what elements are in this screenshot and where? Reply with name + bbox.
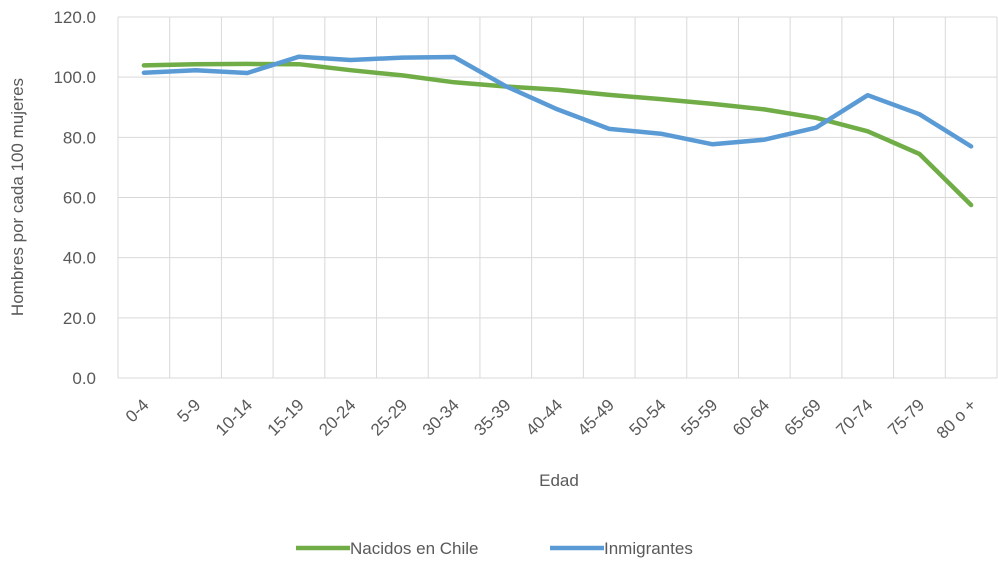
x-tick-label: 0-4 bbox=[122, 395, 153, 426]
x-tick-label: 50-54 bbox=[626, 395, 670, 439]
x-tick-label: 35-39 bbox=[470, 395, 514, 439]
gridlines bbox=[117, 16, 998, 379]
x-tick-label: 45-49 bbox=[574, 395, 618, 439]
y-tick-label: 0.0 bbox=[72, 369, 96, 388]
series-lines bbox=[141, 54, 974, 208]
x-tick-label: 75-79 bbox=[884, 395, 928, 439]
x-tick-label: 65-69 bbox=[781, 395, 825, 439]
y-tick-label: 40.0 bbox=[63, 249, 96, 268]
y-tick-label: 80.0 bbox=[63, 128, 96, 147]
series-line-nacidos-en-chile bbox=[141, 61, 974, 208]
x-axis-ticks: 0-4 5-9 10-14 15-19 20-24 25-29 30-34 35-39 40-4… bbox=[122, 395, 980, 442]
y-axis-label: Hombres por cada 100 mujeres bbox=[8, 78, 27, 316]
x-tick-label: 20-24 bbox=[315, 395, 359, 439]
x-tick-label: 80 o + bbox=[933, 395, 980, 442]
x-tick-label: 70-74 bbox=[832, 395, 876, 439]
x-tick-label: 40-44 bbox=[522, 395, 566, 439]
x-tick-label: 55-59 bbox=[677, 395, 721, 439]
x-tick-label: 5-9 bbox=[174, 395, 205, 426]
x-tick-label: 10-14 bbox=[212, 395, 256, 439]
legend-label: Inmigrantes bbox=[604, 539, 693, 558]
y-tick-label: 120.0 bbox=[53, 8, 96, 27]
x-tick-label: 30-34 bbox=[419, 395, 463, 439]
x-tick-label: 60-64 bbox=[729, 395, 773, 439]
series-line-inmigrantes bbox=[141, 54, 974, 149]
y-tick-label: 20.0 bbox=[63, 309, 96, 328]
x-tick-label: 15-19 bbox=[264, 395, 308, 439]
x-axis-label: Edad bbox=[539, 471, 579, 490]
y-axis-ticks: 0.0 20.0 40.0 60.0 80.0 100.0 120.0 bbox=[53, 8, 96, 388]
legend-label: Nacidos en Chile bbox=[350, 539, 479, 558]
y-tick-label: 100.0 bbox=[53, 68, 96, 87]
x-tick-label: 25-29 bbox=[367, 395, 411, 439]
legend: Nacidos en Chile Inmigrantes bbox=[296, 539, 693, 558]
y-tick-label: 60.0 bbox=[63, 189, 96, 208]
